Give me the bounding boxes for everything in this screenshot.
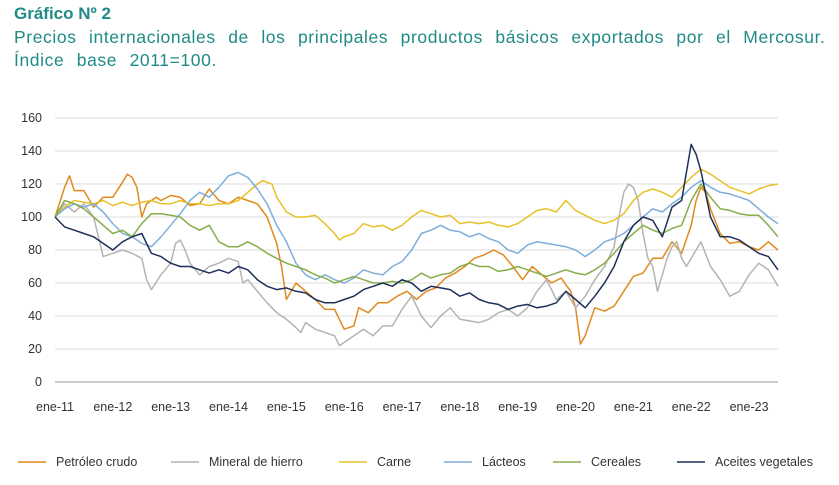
series-line <box>54 183 779 347</box>
series-line <box>54 173 779 345</box>
x-tick-label: ene-17 <box>383 400 422 414</box>
x-tick-label: ene-14 <box>209 400 248 414</box>
x-axis: ene-11 ene-12 ene-13 ene-14 ene-15 ene-16 ene-… <box>36 400 769 414</box>
chart-subtitle-line: Precios internacionales de los principal… <box>14 27 826 47</box>
chart-subtitle: Precios internacionales de los principal… <box>14 26 826 72</box>
legend-item: Lácteos <box>444 455 526 469</box>
grid-lines <box>55 117 778 383</box>
y-tick-label: 160 <box>21 111 42 125</box>
legend-item: Cereales <box>553 455 641 469</box>
legend-label: Petróleo crudo <box>56 455 137 469</box>
series-line <box>54 168 779 241</box>
y-axis: 0 20 40 60 80 100 120 140 160 <box>21 111 42 389</box>
legend: Petróleo crudo Mineral de hierro Carne Láct… <box>18 455 813 469</box>
chart-title: Gráfico Nº 2 <box>14 4 111 23</box>
legend-item: Carne <box>339 455 411 469</box>
x-tick-label: ene-23 <box>730 400 769 414</box>
series-line <box>54 183 779 284</box>
x-tick-label: ene-11 <box>36 400 74 414</box>
legend-label: Aceites vegetales <box>715 455 813 469</box>
legend-label: Mineral de hierro <box>209 455 303 469</box>
series-line <box>54 143 779 311</box>
legend-label: Cereales <box>591 455 641 469</box>
x-tick-label: ene-21 <box>614 400 653 414</box>
series-line <box>54 171 779 284</box>
y-tick-label: 120 <box>21 177 42 191</box>
chart-subtitle-base: Índice base 2011=100. <box>14 50 217 70</box>
legend-label: Lácteos <box>482 455 526 469</box>
x-tick-label: ene-15 <box>267 400 306 414</box>
y-tick-label: 60 <box>28 276 42 290</box>
x-tick-label: ene-16 <box>325 400 364 414</box>
legend-item: Petróleo crudo <box>18 455 137 469</box>
y-tick-label: 80 <box>28 243 42 257</box>
x-tick-label: ene-20 <box>556 400 595 414</box>
x-tick-label: ene-19 <box>498 400 537 414</box>
x-tick-label: ene-13 <box>151 400 190 414</box>
legend-label: Carne <box>377 455 411 469</box>
x-tick-label: ene-22 <box>672 400 711 414</box>
y-tick-label: 0 <box>35 375 42 389</box>
y-tick-label: 40 <box>28 309 42 323</box>
legend-item: Aceites vegetales <box>677 455 813 469</box>
series-lines <box>54 143 779 347</box>
y-tick-label: 20 <box>28 342 42 356</box>
x-tick-label: ene-18 <box>440 400 479 414</box>
y-tick-label: 100 <box>21 210 42 224</box>
legend-item: Mineral de hierro <box>171 455 303 469</box>
y-tick-label: 140 <box>21 144 42 158</box>
x-tick-label: ene-12 <box>93 400 132 414</box>
